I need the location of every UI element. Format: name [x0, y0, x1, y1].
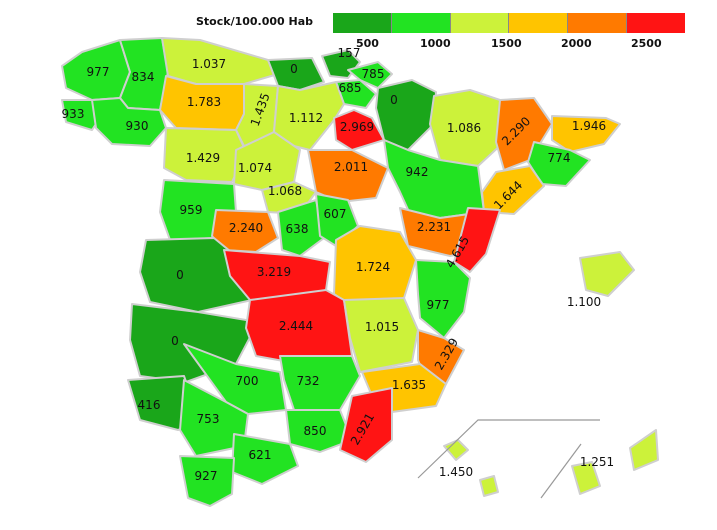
- province-value-label: 2.231: [417, 220, 451, 234]
- province-value-label: 0: [390, 93, 398, 107]
- province-value-label: 930: [126, 119, 149, 133]
- province-value-label: 1.783: [187, 95, 221, 109]
- legend-swatch-6: [627, 13, 685, 33]
- province-region: [267, 57, 325, 91]
- province-region: [527, 141, 591, 187]
- province-region: [347, 61, 393, 89]
- province-value-label: 416: [138, 398, 161, 412]
- province-region: [179, 455, 235, 507]
- province-value-label: 1.946: [572, 119, 606, 133]
- province-region: [579, 251, 635, 297]
- legend-color-scale: [333, 13, 685, 33]
- legend-title: Stock/100.000 Hab: [196, 15, 314, 28]
- province-value-label: 685: [339, 81, 362, 95]
- canary-inset-divider: [540, 443, 582, 499]
- province-value-label: 1.429: [186, 151, 220, 165]
- province-value-label: 1.112: [289, 111, 323, 125]
- province-value-label: 638: [286, 222, 309, 236]
- province-value-label: 157: [338, 46, 361, 60]
- province-value-label: 927: [195, 469, 218, 483]
- legend-tick: 1000: [420, 37, 451, 50]
- province-region: [453, 207, 501, 273]
- province-region: [443, 439, 499, 497]
- province-region: [551, 115, 621, 153]
- province-value-label: 607: [324, 207, 347, 221]
- province-value-label: 2.240: [229, 221, 263, 235]
- legend-tick: 2500: [631, 37, 662, 50]
- province-value-label: 2.011: [334, 160, 368, 174]
- province-value-label: 0: [171, 334, 179, 348]
- province-value-label: 850: [304, 424, 327, 438]
- province-value-label: 1.015: [365, 320, 399, 334]
- province-value-label: 933: [62, 107, 85, 121]
- province-region: [339, 387, 393, 463]
- province-value-label: 774: [548, 151, 571, 165]
- province-region: [279, 355, 361, 411]
- legend-swatch-1: [333, 13, 392, 33]
- legend-tick: 2000: [561, 37, 592, 50]
- province-value-label: 2.969: [340, 120, 374, 134]
- province-value-label: 959: [180, 203, 203, 217]
- province-value-label: 3.219: [257, 265, 291, 279]
- province-value-label: 834: [132, 70, 155, 84]
- province-value-label: 977: [427, 298, 450, 312]
- province-value-label: 732: [297, 374, 320, 388]
- legend-swatch-4: [509, 13, 569, 33]
- province-value-label: 942: [406, 165, 429, 179]
- legend-swatch-5: [568, 13, 628, 33]
- province-region: [163, 127, 247, 183]
- province-value-label: 785: [362, 67, 385, 81]
- province-value-label: 1.251: [580, 455, 614, 469]
- province-value-label: 0: [290, 62, 298, 76]
- province-region: [429, 89, 505, 167]
- province-value-label: 1.724: [356, 260, 390, 274]
- province-value-label: 1.068: [268, 184, 302, 198]
- province-value-label: 977: [87, 65, 110, 79]
- province-value-label: 1.086: [447, 121, 481, 135]
- province-region: [277, 199, 325, 257]
- province-value-label: 1.074: [238, 161, 272, 175]
- province-value-label: 0: [176, 268, 184, 282]
- province-value-label: 1.037: [192, 57, 226, 71]
- canary-inset-frame: [417, 419, 600, 479]
- province-value-label: 753: [197, 412, 220, 426]
- province-value-label: 2.444: [279, 319, 313, 333]
- province-value-label: 1.100: [567, 295, 601, 309]
- legend-tick: 1500: [491, 37, 522, 50]
- province-value-label: 700: [236, 374, 259, 388]
- province-region: [343, 297, 419, 373]
- legend-tick: 500: [356, 37, 379, 50]
- province-region: [571, 429, 659, 495]
- province-value-label: 1.635: [392, 378, 426, 392]
- province-region: [285, 409, 353, 453]
- province-region: [375, 79, 437, 151]
- legend-swatch-3: [450, 13, 510, 33]
- legend-swatch-2: [391, 13, 451, 33]
- province-region: [415, 259, 471, 339]
- province-value-label: 621: [249, 448, 272, 462]
- province-value-label: 1.450: [439, 465, 473, 479]
